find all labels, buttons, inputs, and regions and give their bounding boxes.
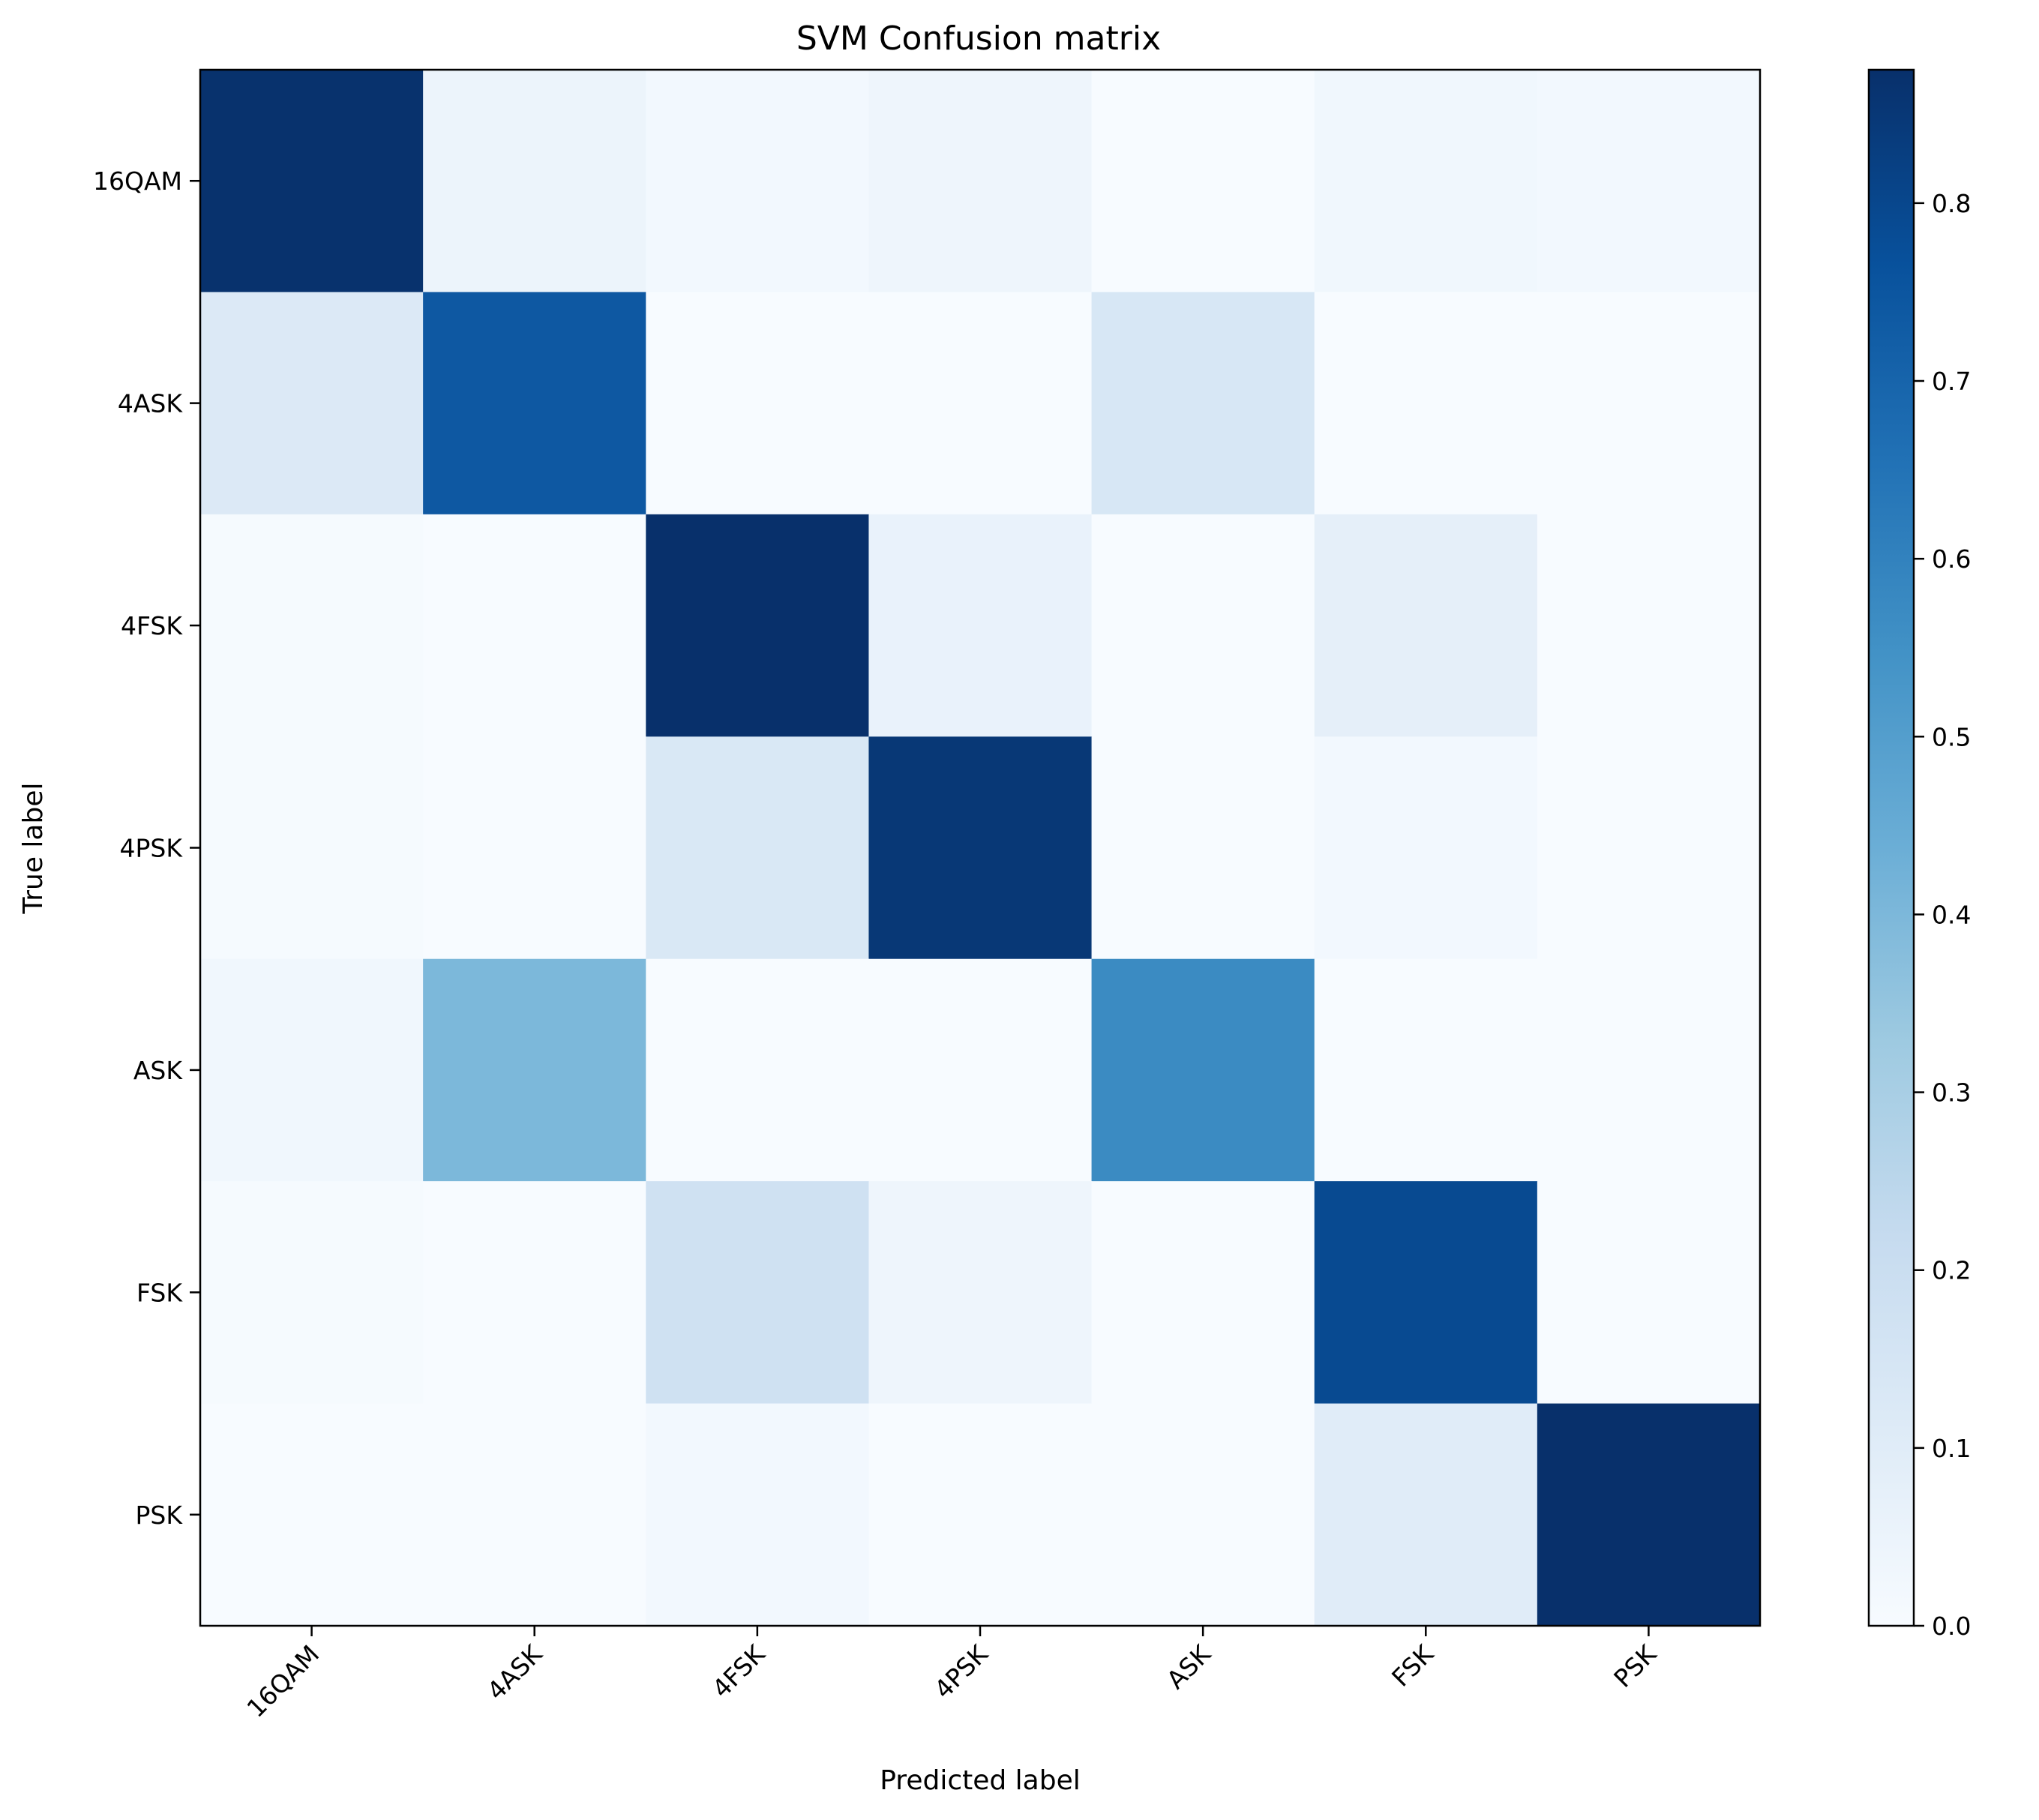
heatmap-cell [1537, 736, 1761, 960]
heatmap-cell [1537, 514, 1761, 737]
heatmap-cell [200, 1403, 424, 1627]
heatmap-cell [200, 736, 424, 960]
heatmap-cell [1314, 958, 1538, 1182]
x-tick-label: 4ASK [481, 1639, 548, 1705]
x-tick-label: 4PSK [928, 1639, 994, 1705]
colorbar-ticks: 0.0 0.1 0.2 0.3 0.4 0.5 0.6 0.7 0.8 [1914, 189, 1971, 1641]
x-tick-label: ASK [1161, 1639, 1217, 1695]
heatmap-cell [200, 514, 424, 737]
heatmap-cell [200, 958, 424, 1182]
chart-title: SVM Confusion matrix [796, 19, 1161, 58]
heatmap-cell [1537, 1181, 1761, 1405]
heatmap-cell [646, 292, 870, 515]
x-axis-ticks: 16QAM 4ASK 4FSK 4PSK ASK FSK PSK [241, 1626, 1663, 1723]
heatmap-cell [1091, 958, 1315, 1182]
heatmap-cell [646, 958, 870, 1182]
heatmap-cell [1314, 736, 1538, 960]
y-axis-label: True label [18, 783, 49, 915]
heatmap-cells [200, 70, 1761, 1627]
colorbar-tick-label: 0.5 [1932, 722, 1971, 751]
heatmap-cell [1537, 958, 1761, 1182]
heatmap-cell [423, 70, 646, 293]
heatmap-cell [1091, 1403, 1315, 1627]
colorbar [1867, 68, 1915, 1627]
heatmap-cell [1091, 70, 1315, 293]
heatmap-cell [200, 292, 424, 515]
heatmap-cell [1091, 1181, 1315, 1405]
heatmap-cell [646, 70, 870, 293]
x-tick-label: 4FSK [706, 1639, 772, 1704]
heatmap-cell [1314, 292, 1538, 515]
heatmap-cell [868, 514, 1093, 737]
y-tick-label: PSK [136, 1501, 184, 1530]
heatmap-cell [423, 292, 646, 515]
heatmap-cell [1091, 514, 1315, 737]
y-tick-label: 4FSK [121, 611, 183, 640]
heatmap-cell [1314, 70, 1538, 293]
y-axis-ticks: 16QAM 4ASK 4FSK 4PSK ASK FSK PSK [93, 166, 200, 1530]
heatmap-cell [1091, 736, 1315, 960]
x-axis-label: Predicted label [880, 1765, 1081, 1796]
heatmap-cell [646, 736, 870, 960]
heatmap-cell [1314, 514, 1538, 737]
heatmap-cell [868, 1403, 1093, 1627]
heatmap-cell [646, 1403, 870, 1627]
heatmap-cell [1314, 1403, 1538, 1627]
colorbar-tick-label: 0.4 [1932, 900, 1971, 929]
heatmap-cell [1537, 70, 1761, 293]
x-tick-label: 16QAM [241, 1639, 325, 1723]
heatmap-cell [1537, 1403, 1761, 1627]
heatmap-cell [868, 70, 1093, 293]
heatmap-cell [423, 958, 646, 1182]
heatmap-cell [1091, 292, 1315, 515]
y-tick-label: ASK [133, 1056, 184, 1085]
colorbar-tick-label: 0.0 [1932, 1612, 1971, 1641]
heatmap-cell [646, 514, 870, 737]
colorbar-tick-label: 0.3 [1932, 1078, 1971, 1108]
y-tick-label: 16QAM [93, 166, 182, 196]
heatmap-cell [200, 70, 424, 293]
colorbar-tick-label: 0.7 [1932, 367, 1971, 396]
heatmap-cell [200, 1181, 424, 1405]
heatmap-cell [868, 958, 1093, 1182]
colorbar-tick-label: 0.2 [1932, 1256, 1971, 1285]
x-tick-label: FSK [1386, 1639, 1440, 1693]
heatmap-cell [1537, 292, 1761, 515]
heatmap-cell [646, 1181, 870, 1405]
colorbar-tick-label: 0.1 [1932, 1434, 1971, 1463]
heatmap-cell [868, 292, 1093, 515]
y-tick-label: 4PSK [120, 834, 184, 863]
colorbar-tick-label: 0.8 [1932, 189, 1971, 218]
heatmap-cell [423, 736, 646, 960]
y-tick-label: FSK [136, 1278, 183, 1307]
heatmap-cell [423, 1403, 646, 1627]
x-tick-label: PSK [1608, 1639, 1663, 1693]
heatmap-cell [868, 1181, 1093, 1405]
heatmap-cell [423, 514, 646, 737]
colorbar-tick-label: 0.6 [1932, 544, 1971, 574]
heatmap-cell [1314, 1181, 1538, 1405]
heatmap-cell [423, 1181, 646, 1405]
y-tick-label: 4ASK [118, 389, 184, 418]
heatmap-cell [868, 736, 1093, 960]
